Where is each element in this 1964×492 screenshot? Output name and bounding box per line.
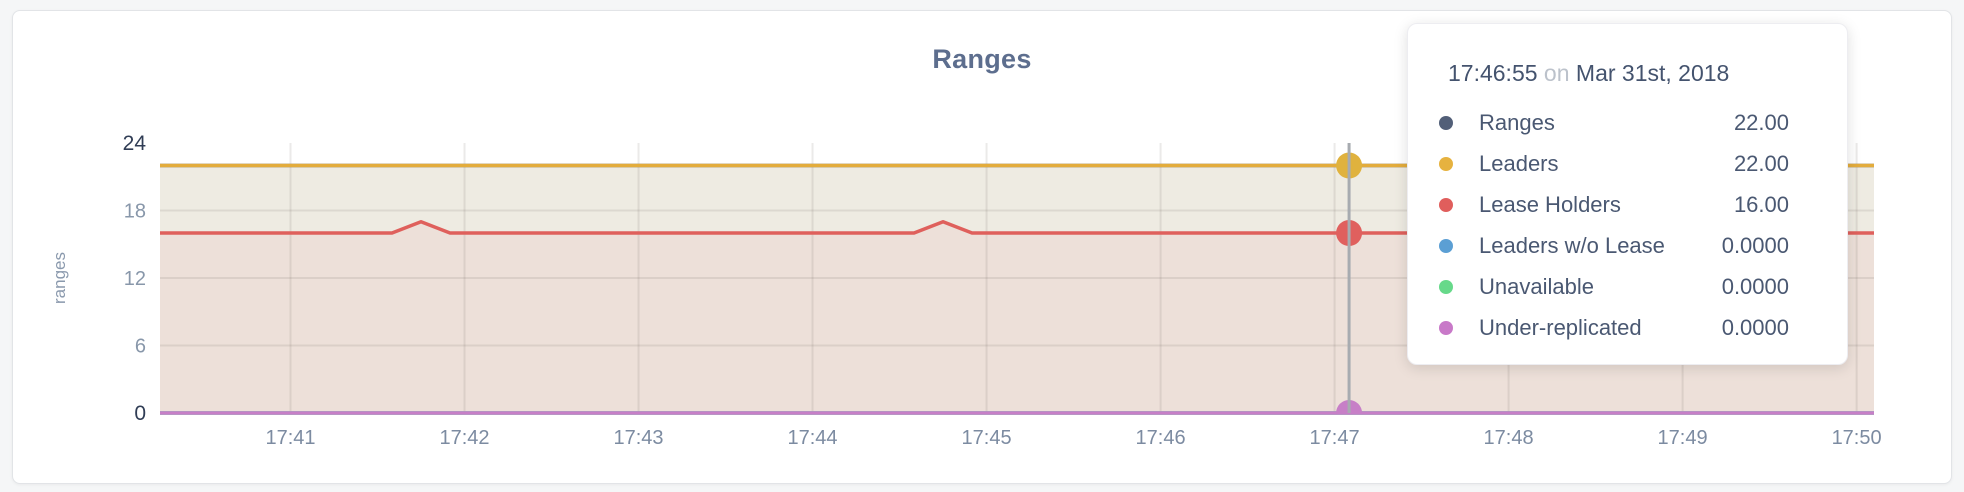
tooltip-row: Ranges 22.00 — [1434, 102, 1789, 143]
series-line — [160, 220, 1874, 235]
series-label: Leaders w/o Lease — [1479, 232, 1665, 258]
series-label: Lease Holders — [1479, 191, 1621, 217]
y-tick-label: 0 — [134, 402, 146, 425]
series-value: 16.00 — [1733, 191, 1789, 217]
y-tick-label: 18 — [124, 201, 146, 223]
x-tick-label: 17:46 — [1136, 427, 1186, 449]
series-color-dot — [1439, 115, 1453, 130]
x-tick-label: 17:47 — [1310, 427, 1360, 449]
series-value: 0.0000 — [1721, 273, 1789, 299]
tooltip-row: Unavailable 0.0000 — [1434, 266, 1789, 307]
series-color-dot — [1439, 279, 1453, 294]
series-label: Ranges — [1479, 109, 1555, 135]
x-tick-label: 17:49 — [1658, 427, 1708, 449]
tooltip-rows: Ranges 22.00 Leaders 22.00 Lease Holders 16.0… — [1434, 102, 1789, 348]
y-tick-label: 24 — [123, 132, 147, 155]
x-tick-label: 17:42 — [439, 427, 489, 449]
series-label: Unavailable — [1479, 273, 1594, 299]
series-color-dot — [1439, 197, 1453, 212]
tooltip-time: 17:46:55 — [1448, 60, 1538, 86]
tooltip-header: 17:46:55 on Mar 31st, 2018 — [1448, 60, 1789, 87]
series-value: 22.00 — [1733, 109, 1789, 135]
x-tick-label: 17:50 — [1832, 427, 1882, 449]
tooltip-date: Mar 31st, 2018 — [1575, 60, 1730, 86]
chart-title: Ranges — [932, 44, 1032, 74]
series-label: Under-replicated — [1479, 314, 1642, 340]
series-color-dot — [1439, 238, 1453, 253]
hover-tooltip: 17:46:55 on Mar 31st, 2018 Ranges 22.00 Le… — [1407, 23, 1848, 365]
tooltip-row: Lease Holders 16.00 — [1434, 184, 1789, 225]
series-label: Leaders — [1479, 150, 1559, 176]
x-tick-label: 17:41 — [265, 427, 315, 449]
series-value: 0.0000 — [1721, 314, 1789, 340]
x-tick-label: 17:45 — [962, 427, 1012, 449]
series-color-dot — [1439, 156, 1453, 171]
series-value: 22.00 — [1733, 150, 1789, 176]
tooltip-row: Under-replicated 0.0000 — [1434, 307, 1789, 348]
tooltip-conjunction: on — [1543, 60, 1570, 86]
y-tick-label: 6 — [135, 336, 146, 358]
y-tick-label: 12 — [124, 268, 146, 290]
tooltip-row: Leaders w/o Lease 0.0000 — [1434, 225, 1789, 266]
x-tick-label: 17:43 — [613, 427, 663, 449]
series-value: 0.0000 — [1721, 232, 1789, 258]
series-color-dot — [1439, 320, 1453, 335]
x-tick-label: 17:44 — [788, 427, 838, 449]
x-tick-label: 17:48 — [1484, 427, 1534, 449]
tooltip-row: Leaders 22.00 — [1434, 143, 1789, 184]
